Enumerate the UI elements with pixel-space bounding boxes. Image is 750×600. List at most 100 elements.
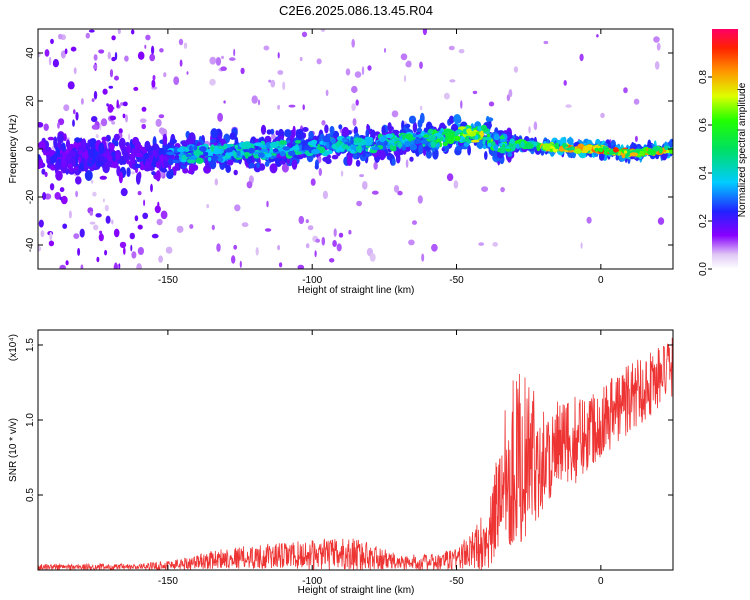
speckle-mark [137, 51, 145, 60]
snr-x-ticks: -150 -100 -50 0 [158, 330, 604, 587]
speckle-mark [371, 190, 379, 195]
speckle-mark [107, 51, 112, 60]
speckle-mark [47, 136, 55, 141]
speckle-mark [118, 128, 123, 135]
band-mark [78, 156, 82, 163]
speckle-mark [282, 81, 286, 91]
band-mark [424, 128, 428, 134]
ridge-mark [404, 140, 411, 148]
speckle-mark [336, 243, 342, 252]
x-tick-label: -100 [302, 576, 322, 587]
ridge-mark [658, 148, 663, 154]
speckle-mark [107, 104, 114, 113]
ridge-mark [499, 135, 505, 140]
colorbar-tick-label: 0.4 [698, 166, 709, 180]
speckle-mark [422, 29, 427, 36]
speckle-mark [211, 224, 215, 231]
speckle-mark [93, 64, 98, 70]
speckle-mark [43, 123, 49, 131]
speckle-mark [449, 79, 456, 83]
speckle-mark [277, 70, 284, 75]
ridge-mark [455, 129, 463, 133]
speckle-mark [302, 104, 305, 111]
speckle-mark [93, 224, 99, 231]
band-mark [225, 164, 231, 173]
colorbar-label: Normalized spectral amplitude [737, 82, 748, 217]
speckle-mark [114, 52, 118, 60]
ridge-mark [471, 139, 480, 143]
ridge-mark [565, 147, 574, 151]
speckle-mark [111, 219, 114, 225]
ridge-mark [211, 155, 219, 162]
speckle-mark [119, 241, 127, 249]
ridge-mark [466, 128, 472, 134]
band-mark [129, 152, 136, 164]
speckle-mark [133, 86, 139, 91]
speckle-mark [408, 239, 415, 246]
ridge-mark [172, 159, 181, 164]
x-tick-label: -150 [158, 576, 178, 587]
band-mark [57, 133, 64, 144]
band-mark [144, 161, 150, 170]
ridge-mark [507, 144, 515, 148]
ridge-mark [224, 147, 233, 154]
speckle-mark [104, 204, 109, 212]
band-mark [448, 115, 455, 125]
ridge-mark [287, 150, 296, 156]
band-mark [121, 146, 127, 156]
band-mark [279, 160, 287, 165]
x-tick-label: 0 [598, 576, 604, 587]
band-mark [81, 138, 87, 150]
speckle-mark [419, 61, 423, 69]
speckle-mark [246, 181, 253, 189]
ridge-mark [279, 150, 286, 157]
speckle-mark [179, 59, 183, 67]
speckle-mark [277, 52, 280, 59]
ridge-mark [325, 141, 330, 149]
ridge-mark [446, 137, 455, 144]
speckle-mark [320, 29, 326, 32]
ridge-mark [311, 148, 320, 155]
band-mark [217, 134, 222, 140]
speckle-mark [48, 240, 55, 247]
y-tick-label: 0 [25, 146, 36, 152]
speckle-mark [149, 53, 156, 62]
speckle-mark [221, 55, 224, 60]
speckle-mark [137, 190, 142, 196]
band-mark [329, 125, 335, 135]
ridge-mark [189, 156, 196, 160]
speckle-mark [124, 55, 129, 62]
ridge-mark [244, 151, 249, 159]
speckle-mark [579, 53, 584, 62]
speckle-mark [123, 247, 126, 255]
band-mark [210, 138, 217, 144]
snr-multiplier: (x10⁴) [8, 334, 19, 361]
snr-x-label: Height of straight line (km) [298, 585, 415, 596]
ridge-mark [242, 141, 252, 149]
speckle-mark [93, 54, 98, 61]
band-mark [209, 159, 217, 170]
speckle-mark [60, 195, 68, 205]
band-mark [579, 151, 587, 159]
band-mark [98, 161, 104, 166]
band-mark [135, 172, 141, 185]
speckle-mark [137, 224, 143, 230]
speckle-mark [543, 40, 549, 45]
speckle-mark [318, 168, 322, 176]
speckle-mark [80, 264, 84, 269]
spectrogram-x-label: Height of straight line (km) [298, 285, 415, 296]
band-mark [404, 123, 411, 129]
speckle-mark [67, 81, 75, 90]
ridge-mark [605, 149, 610, 153]
band-mark [149, 150, 153, 157]
speckle-mark [359, 174, 364, 178]
speckle-mark [98, 233, 104, 242]
spectrogram-y-label: Frequency (Hz) [8, 115, 19, 184]
ridge-mark [666, 149, 670, 154]
speckle-mark [307, 225, 314, 231]
speckle-mark [488, 101, 495, 107]
ridge-mark [350, 136, 354, 142]
band-mark [38, 141, 46, 150]
ridge-mark [234, 144, 238, 149]
band-mark [49, 150, 56, 155]
